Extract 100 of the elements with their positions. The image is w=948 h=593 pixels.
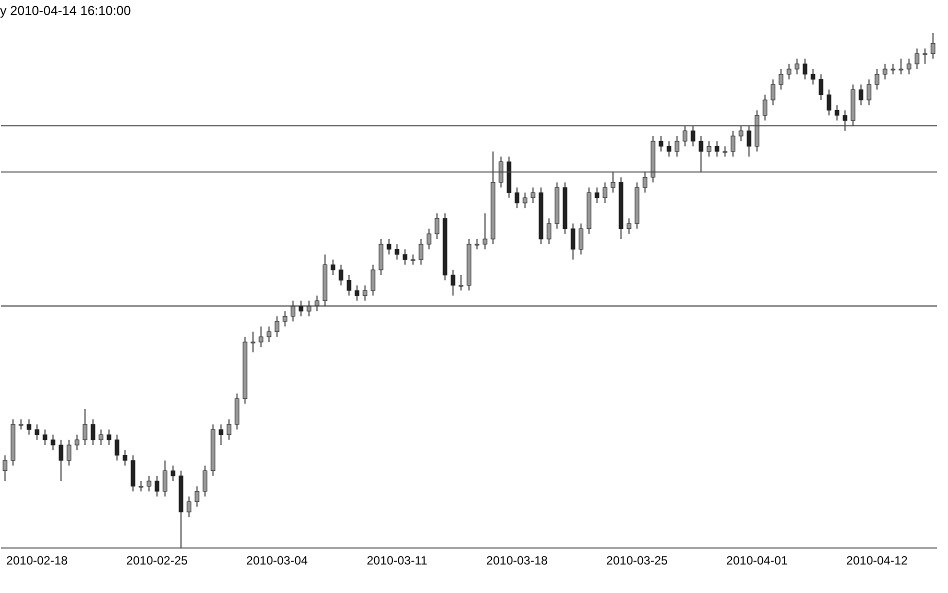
candlestick (802, 58, 808, 80)
candlestick (338, 264, 344, 286)
candlestick (610, 172, 616, 194)
x-tick-label: 2010-03-18 (486, 554, 548, 568)
candlestick (722, 146, 728, 158)
candlestick (186, 496, 192, 518)
candlestick (330, 259, 336, 276)
candlestick (786, 63, 792, 80)
candlestick (194, 486, 200, 508)
candlestick (882, 63, 888, 80)
candlestick (394, 244, 400, 260)
candlestick (546, 218, 552, 245)
candlestick (930, 33, 936, 60)
candlestick (570, 223, 576, 260)
candlestick (90, 418, 96, 446)
candlestick (370, 264, 376, 296)
candlestick (346, 274, 352, 296)
candlestick (282, 310, 288, 328)
candlestick (354, 284, 360, 302)
candlestick (202, 465, 208, 497)
candlestick (362, 284, 368, 302)
candlestick (426, 228, 432, 250)
candlestick (922, 48, 928, 64)
candlestick (154, 475, 160, 497)
x-tick-label: 2010-03-11 (366, 554, 428, 568)
candlestick (794, 58, 800, 75)
candlestick (18, 418, 24, 430)
candlestick (762, 94, 768, 122)
candlestick (386, 238, 392, 255)
candlestick (42, 429, 48, 446)
chart-title: y 2010-04-14 16:10:00 (0, 3, 131, 18)
candlestick (826, 89, 832, 116)
candlestick (138, 480, 144, 492)
candlestick (690, 125, 696, 147)
candlestick (82, 408, 88, 446)
candlestick (858, 84, 864, 106)
candlestick (402, 248, 408, 266)
x-tick-label: 2010-02-18 (6, 554, 68, 568)
x-tick-label: 2010-03-25 (606, 554, 668, 568)
candlestick (914, 48, 920, 70)
candlestick (274, 316, 280, 338)
candlestick (682, 125, 688, 147)
candlestick (642, 172, 648, 194)
candlestick (50, 434, 56, 451)
candlestick (410, 254, 416, 266)
candlestick (34, 424, 40, 440)
candlestick (890, 63, 896, 75)
x-tick-label: 2010-02-25 (126, 554, 188, 568)
candlestick (818, 74, 824, 100)
candlestick (810, 68, 816, 85)
candlestick (738, 125, 744, 142)
candlestick (122, 450, 128, 466)
candlestick (250, 331, 256, 353)
candlestick (874, 68, 880, 90)
candlestick (2, 454, 8, 482)
x-tick-label: 2010-03-04 (246, 554, 308, 568)
candlestick (418, 238, 424, 266)
candlestick (866, 78, 872, 106)
candlestick (714, 140, 720, 158)
candlestick (698, 136, 704, 173)
candlestick (98, 429, 104, 446)
candlestick (578, 223, 584, 255)
candlestick (162, 460, 168, 497)
candlestick (626, 218, 632, 234)
candlestick (482, 212, 488, 250)
candlestick (498, 156, 504, 188)
candlestick (474, 238, 480, 250)
candlestick (58, 439, 64, 482)
candlestick (778, 68, 784, 90)
candlestick (594, 187, 600, 204)
candlestick (106, 429, 112, 446)
candlestick (226, 418, 232, 440)
candlestick (666, 140, 672, 158)
candlestick (898, 58, 904, 75)
candlestick (706, 140, 712, 158)
candlestick (450, 269, 456, 296)
candlestick (906, 58, 912, 75)
candlestick (842, 110, 848, 132)
candlestick (602, 182, 608, 204)
candlestick (522, 192, 528, 209)
candlestick (730, 130, 736, 158)
candlestick (218, 424, 224, 446)
x-tick-label: 2010-04-12 (846, 554, 908, 568)
candlestick (66, 439, 72, 466)
candlestick (514, 187, 520, 209)
candlestick (770, 78, 776, 106)
candlestick (258, 326, 264, 348)
candlestick (266, 326, 272, 342)
candlestick (170, 465, 176, 482)
candlestick (434, 212, 440, 240)
candlestick (834, 104, 840, 122)
candlestick (74, 434, 80, 451)
candlestick (26, 418, 32, 436)
candlestick (458, 274, 464, 291)
candlestick (530, 187, 536, 204)
candlestick (658, 136, 664, 152)
candlestick (674, 136, 680, 158)
x-tick-label: 2010-04-01 (726, 554, 788, 568)
candlestick (114, 434, 120, 461)
candlestick (746, 125, 752, 158)
